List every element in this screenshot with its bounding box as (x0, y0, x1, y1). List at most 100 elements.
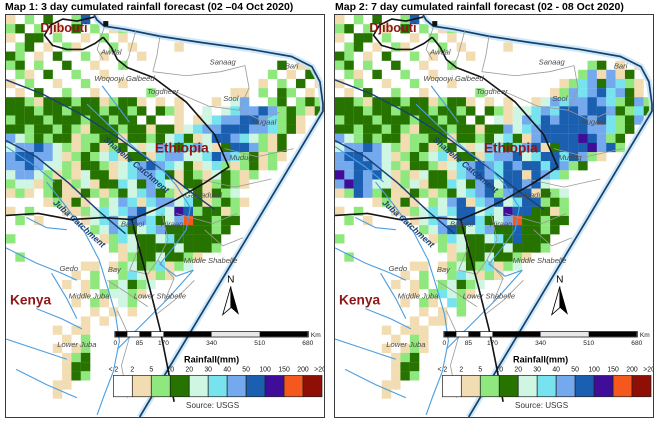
legend-swatch (207, 375, 228, 398)
region-label: Middle Shabelle (513, 256, 567, 265)
region-label: Galgaduud (185, 190, 223, 199)
legend-label: 200 (297, 366, 309, 373)
legend-label: 20 (514, 366, 522, 373)
region-label: Bakool (121, 220, 144, 229)
region-borders (425, 27, 623, 398)
djibouti-city-marker (432, 21, 438, 27)
scale-tick-label: 510 (583, 340, 594, 347)
region-label: Hiraan (161, 220, 183, 229)
legend-swatch (302, 375, 323, 398)
north-label: N (556, 274, 563, 285)
scale-unit-label: Km (640, 332, 650, 339)
region-label: Togdheer (147, 87, 179, 96)
legend-swatch (479, 375, 500, 398)
map-canvas: Djibouti Ethiopia Kenya Awdal Woqooyi Galbee… (6, 15, 324, 417)
region-label: Bay (437, 265, 451, 274)
region-label: Sool (223, 94, 238, 103)
region-label: Hiraan (490, 220, 512, 229)
region-label: Lower Shabelle (463, 292, 515, 301)
legend-swatch (555, 375, 576, 398)
region-label: Nugaal (252, 117, 276, 126)
legend-label: 30 (204, 366, 212, 373)
north-arrow: N (221, 274, 239, 316)
catchment-boundaries (335, 79, 545, 235)
coastline (422, 15, 653, 417)
legend-swatch (283, 375, 304, 398)
legend-label: 2 (130, 366, 134, 373)
scale-tick-label: 85 (465, 340, 473, 347)
region-label: Nugaal (581, 117, 605, 126)
legend-title: Rainfall(mm) (513, 354, 568, 364)
country-borders (335, 16, 559, 402)
legend-swatch (574, 375, 595, 398)
scale-unit-label: Km (311, 332, 321, 339)
legend-label: 50 (571, 366, 579, 373)
catchment-boundaries (6, 79, 216, 235)
legend-label: 150 (607, 366, 619, 373)
region-label: Sanaag (210, 58, 237, 67)
region-label: Woqooyi Galbeed (423, 74, 484, 83)
region-label: Woqooyi Galbeed (94, 74, 155, 83)
country-label: Djibouti (40, 21, 87, 35)
country-label: Djibouti (369, 21, 416, 35)
map-panel-2: Djibouti Ethiopia Kenya Awdal Woqooyi Galbee… (334, 14, 654, 418)
scale-tick-label: 0 (443, 340, 447, 347)
scale-tick-label: 340 (535, 340, 546, 347)
scale-tick-label: 0 (114, 340, 118, 347)
legend-title: Rainfall(mm) (184, 354, 239, 364)
legend-label: < 2 (437, 366, 447, 373)
legend-label: 200 (626, 366, 638, 373)
region-label: Middle Juba (398, 292, 439, 301)
legend-swatch (264, 375, 285, 398)
legend-swatch (441, 375, 462, 398)
scale-tick-label: 510 (254, 340, 265, 347)
legend-swatch (612, 375, 633, 398)
legend-swatch (245, 375, 266, 398)
legend-label: 100 (259, 366, 271, 373)
legend-label: < 2 (108, 366, 118, 373)
country-label: Kenya (10, 293, 51, 308)
country-borders (6, 16, 230, 402)
region-label: Mudug (229, 153, 253, 162)
map-panel-1: Djibouti Ethiopia Kenya Awdal Woqooyi Galbee… (5, 14, 325, 418)
region-label: Galgaduud (514, 190, 552, 199)
legend-label: 100 (588, 366, 600, 373)
region-label: Awdal (429, 47, 451, 56)
legend-swatch (536, 375, 557, 398)
map-canvas: Djibouti Ethiopia Kenya Awdal Woqooyi Galbee… (335, 15, 653, 417)
rainfall-grid-cells (6, 15, 324, 399)
region-label: Sanaag (539, 58, 566, 67)
region-label: Mudug (558, 153, 582, 162)
legend-swatch (460, 375, 481, 398)
legend-swatch (498, 375, 519, 398)
north-label: N (227, 274, 234, 285)
ocean (423, 15, 653, 417)
scale-tick-label: 680 (302, 340, 313, 347)
legend-label: 10 (166, 366, 174, 373)
region-label: Awdal (100, 47, 122, 56)
region-label: Middle Juba (69, 292, 110, 301)
country-label: Ethiopia (484, 141, 538, 156)
map1-title: Map 1: 3 day cumulated rainfall forecast… (5, 1, 294, 13)
rainfall-legend: Rainfall(mm) < 2 2 5 10 20 30 40 50 100 150 200 >200… (108, 354, 324, 410)
djibouti-city-marker (103, 21, 109, 27)
rivers (6, 85, 194, 416)
legend-swatch (188, 375, 209, 398)
map2-title: Map 2: 7 day cumulated rainfall forecast… (335, 1, 624, 13)
scale-tick-label: 680 (631, 340, 642, 347)
legend-swatch (631, 375, 652, 398)
region-label: Bari (614, 62, 628, 71)
region-label: Middle Shabelle (184, 256, 238, 265)
legend-swatch (517, 375, 538, 398)
source-label: Source: USGS (186, 401, 240, 410)
legend-swatch (593, 375, 614, 398)
legend-label: 10 (495, 366, 503, 373)
country-label: Kenya (339, 293, 380, 308)
legend-label: 5 (149, 366, 153, 373)
rainfall-legend: Rainfall(mm) < 2 2 5 10 20 30 40 50 100 150 200 >200… (437, 354, 653, 410)
legend-label: 150 (278, 366, 290, 373)
region-label: Lower Juba (57, 340, 96, 349)
legend-label: 20 (185, 366, 193, 373)
